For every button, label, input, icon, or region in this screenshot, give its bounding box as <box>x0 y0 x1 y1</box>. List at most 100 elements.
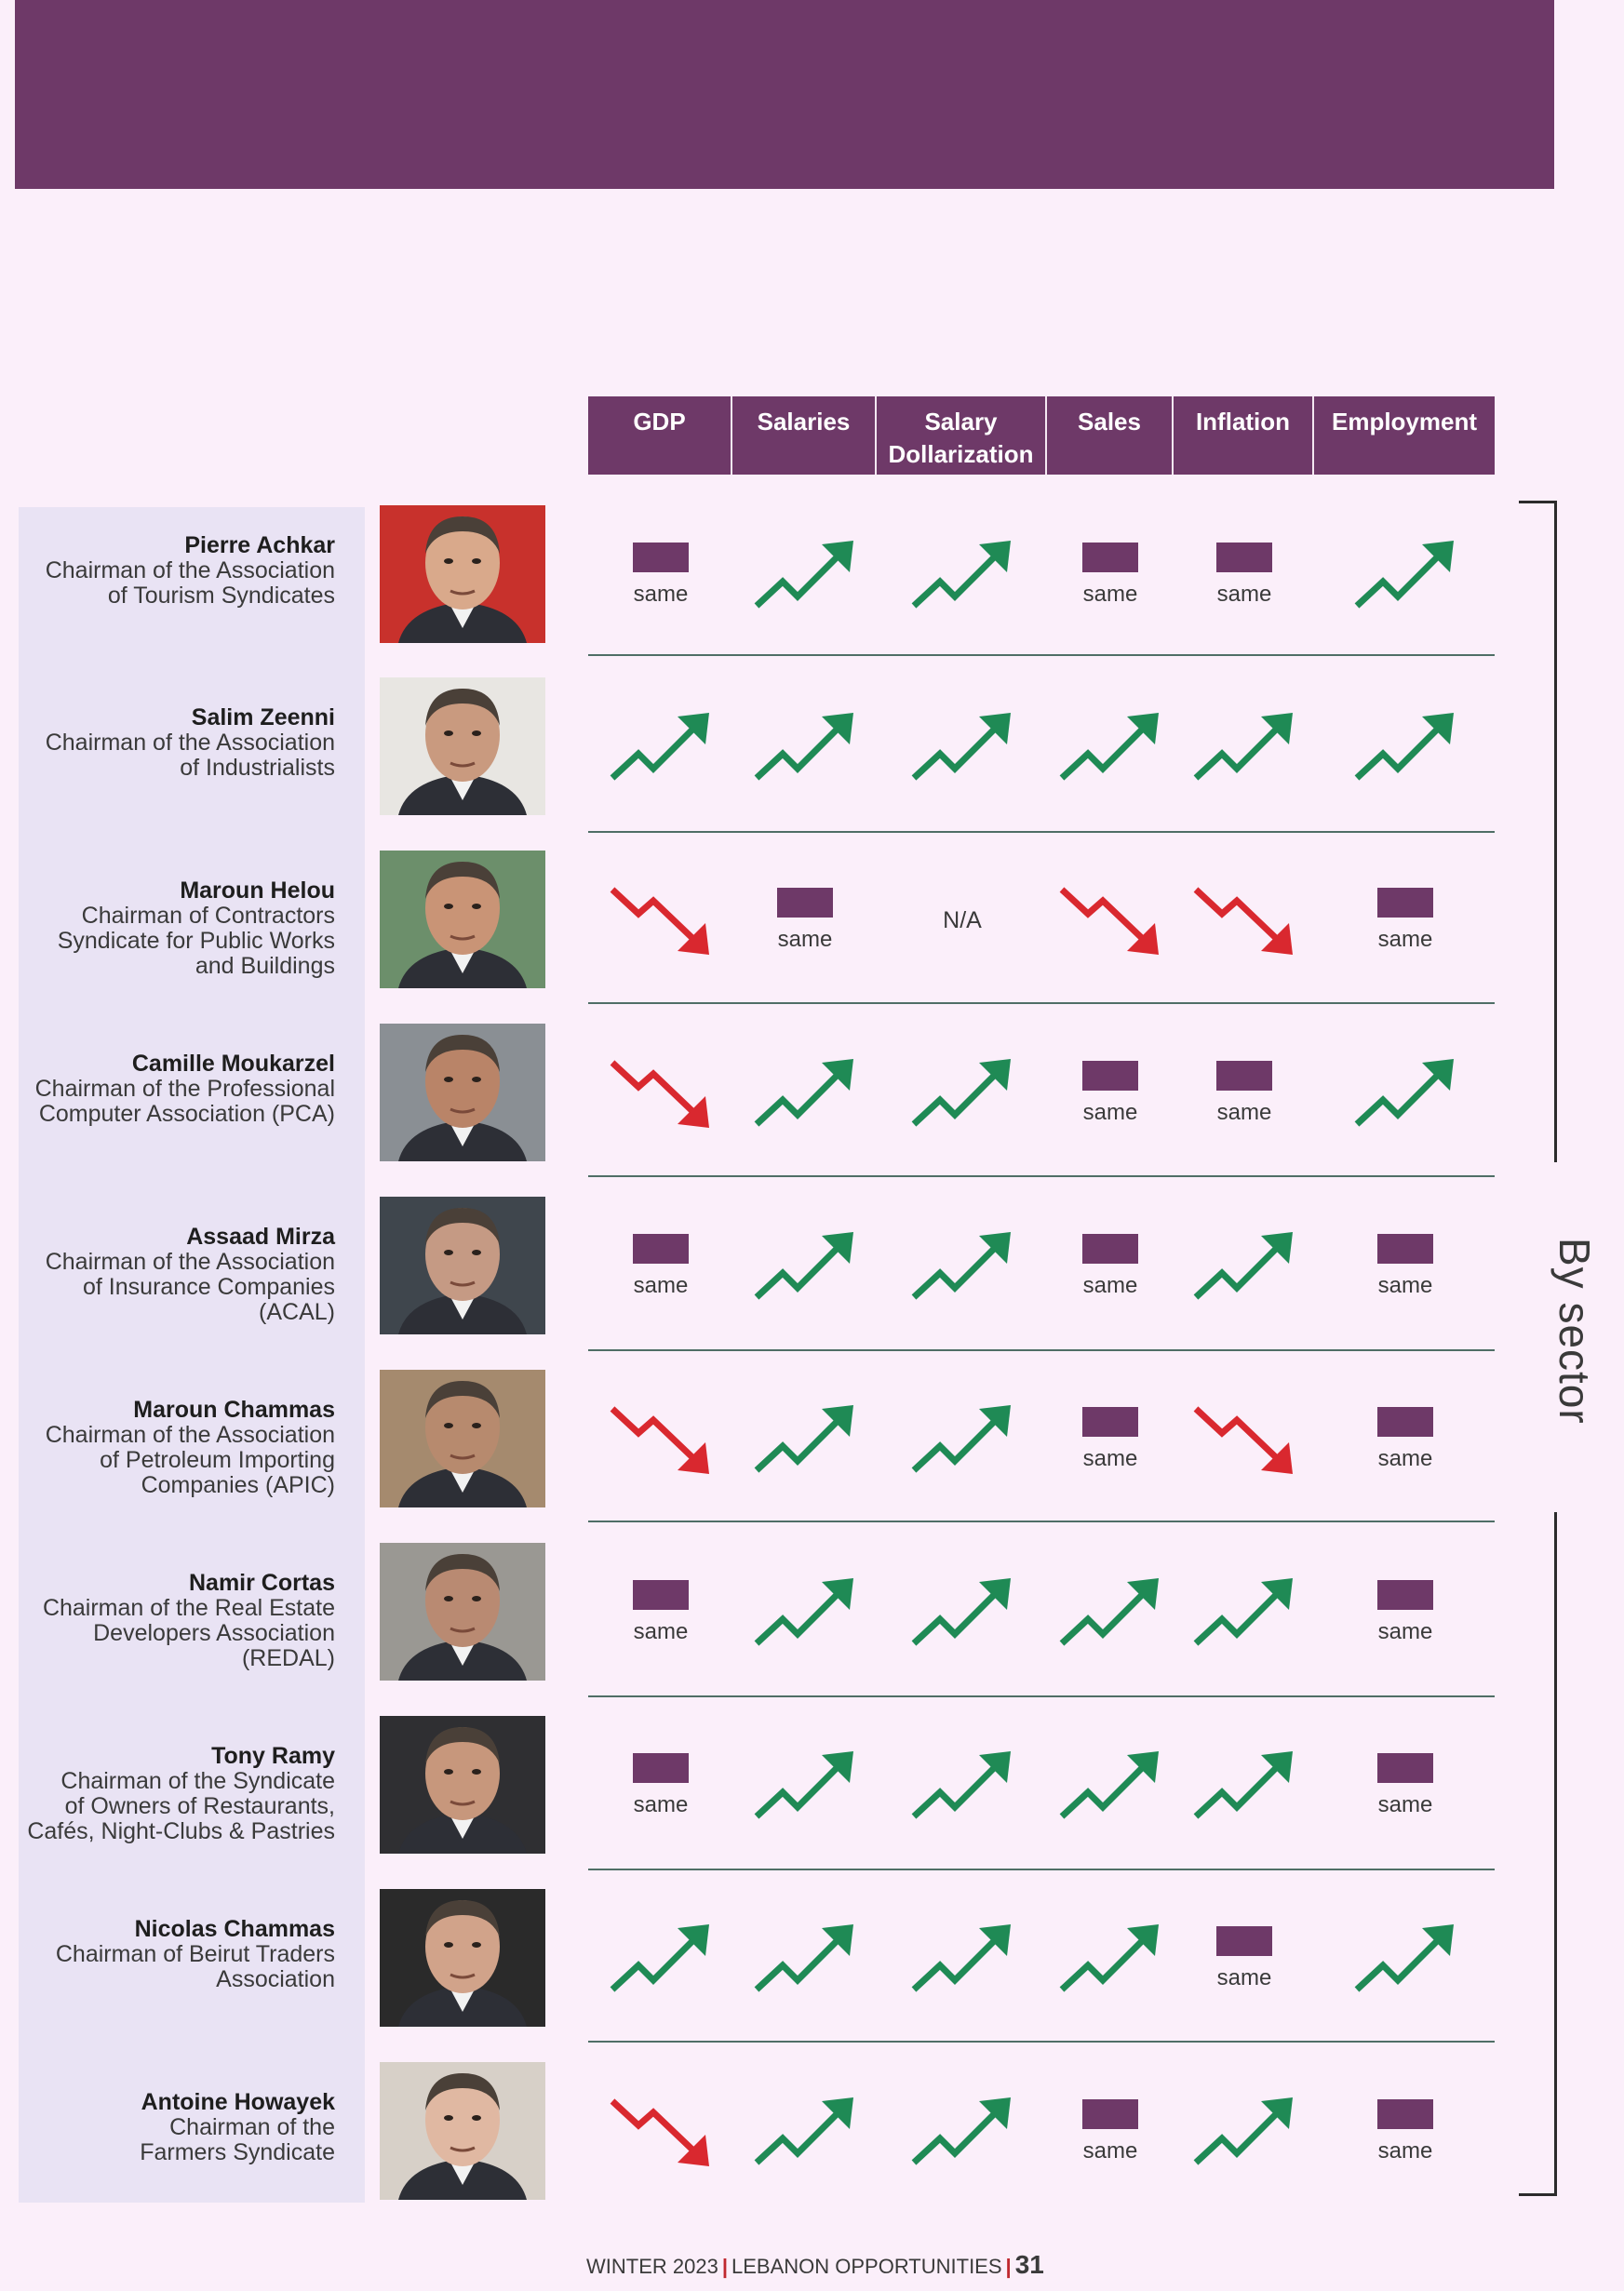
trend-up-icon <box>754 2097 853 2165</box>
not-applicable-label: N/A <box>943 906 982 933</box>
trend-up-icon <box>610 1924 709 1992</box>
portrait-photo <box>380 1370 545 1507</box>
indicator-cell <box>897 1716 1027 1856</box>
indicator-cell <box>1340 1024 1470 1163</box>
trend-up-icon <box>911 713 1011 781</box>
person-info: Camille Moukarzel Chairman of the Profess… <box>0 1052 335 1127</box>
unchanged-marker <box>1377 2099 1433 2129</box>
row-divider <box>588 831 1495 833</box>
trend-up-icon <box>754 713 853 781</box>
portrait-photo <box>380 1716 545 1854</box>
row-divider <box>588 1175 1495 1177</box>
indicator-cell <box>897 1370 1027 1509</box>
person-title-line: Computer Association (PCA) <box>38 1101 335 1127</box>
indicator-cell <box>897 677 1027 817</box>
unchanged-marker <box>1082 1234 1138 1264</box>
person-name: Namir Cortas <box>189 1570 335 1596</box>
same-label: same <box>1377 927 1433 952</box>
column-header-salary-dollarization: Salary Dollarization <box>877 396 1047 475</box>
trend-down-icon <box>610 1060 709 1128</box>
person-title-line: of Tourism Syndicates <box>107 583 335 609</box>
indicator-cell: same <box>1179 1024 1309 1163</box>
trend-up-icon <box>1059 1578 1159 1646</box>
same-label: same <box>633 1619 689 1644</box>
same-label: same <box>633 582 689 607</box>
column-header-sales: Sales <box>1047 396 1174 475</box>
indicator-cell <box>596 851 726 990</box>
person-name: Camille Moukarzel <box>131 1051 335 1077</box>
indicator-cell <box>740 1543 870 1682</box>
trend-up-icon <box>1354 1924 1454 1992</box>
unchanged-marker <box>1216 1061 1272 1091</box>
bracket-top <box>1519 501 1557 1162</box>
person-title-line: Chairman of the Professional <box>34 1076 335 1102</box>
column-header-salaries: Salaries <box>732 396 877 475</box>
unchanged-marker <box>1082 543 1138 572</box>
person-info: Tony Ramy Chairman of the Syndicate of Own… <box>0 1744 335 1844</box>
same-label: same <box>633 1273 689 1298</box>
indicator-cell: same <box>1340 2062 1470 2202</box>
person-title-line: Chairman of the Association <box>45 1249 335 1275</box>
trend-up-icon <box>1193 1232 1293 1300</box>
indicator-cell <box>740 1370 870 1509</box>
portrait-image <box>380 851 545 988</box>
indicator-cell <box>596 1370 726 1509</box>
trend-up-icon <box>1354 541 1454 609</box>
same-label: same <box>1216 1100 1272 1125</box>
person-title-line: Chairman of the Association <box>45 557 335 583</box>
trend-up-icon <box>911 1751 1011 1819</box>
portrait-image <box>380 1889 545 2027</box>
person-title-line: Cafés, Night-Clubs & Pastries <box>27 1818 335 1844</box>
indicator-cell <box>897 1197 1027 1336</box>
person-title-line: Chairman of the Real Estate <box>42 1595 335 1621</box>
indicator-cell: same <box>1045 1024 1175 1163</box>
trend-up-icon <box>911 1232 1011 1300</box>
portrait-photo <box>380 851 545 988</box>
trend-up-icon <box>1193 713 1293 781</box>
row-divider <box>588 1695 1495 1697</box>
indicator-cell: same <box>740 851 870 990</box>
trend-down-icon <box>1059 887 1159 955</box>
indicator-cell <box>1045 1716 1175 1856</box>
sector-row: Salim Zeenni Chairman of the Association o… <box>0 677 1624 850</box>
indicator-cell <box>897 1889 1027 2029</box>
indicator-cell <box>1179 2062 1309 2202</box>
indicator-cell: same <box>596 1197 726 1336</box>
indicator-cell: same <box>1340 1716 1470 1856</box>
same-label: same <box>1377 2138 1433 2164</box>
trend-down-icon <box>1193 1406 1293 1474</box>
indicator-cell <box>740 1889 870 2029</box>
footer-issue: WINTER 2023 <box>586 2255 718 2278</box>
indicator-cell <box>596 677 726 817</box>
trend-up-icon <box>754 1578 853 1646</box>
trend-up-icon <box>1059 1924 1159 1992</box>
unchanged-marker <box>1082 2099 1138 2129</box>
page-footer: WINTER 2023 | LEBANON OPPORTUNITIES | 31 <box>586 2250 1044 2280</box>
same-label: same <box>1377 1446 1433 1471</box>
unchanged-marker <box>1216 1926 1272 1956</box>
trend-up-icon <box>911 1405 1011 1473</box>
header-banner <box>15 0 1554 189</box>
indicator-cell <box>1045 1889 1175 2029</box>
same-label: same <box>1216 582 1272 607</box>
unchanged-marker <box>1377 1407 1433 1437</box>
indicator-cell <box>740 1716 870 1856</box>
person-info: Assaad Mirza Chairman of the Association o… <box>0 1225 335 1325</box>
column-header-employment: Employment <box>1331 408 1478 435</box>
person-title-line: of Industrialists <box>180 755 335 781</box>
row-divider <box>588 1349 1495 1351</box>
unchanged-marker <box>1377 1234 1433 1264</box>
person-info: Antoine Howayek Chairman of the Farmers Sy… <box>0 2090 335 2165</box>
person-title-line: Chairman of the Association <box>45 1422 335 1448</box>
person-title-line: Chairman of the Association <box>45 730 335 756</box>
portrait-photo <box>380 677 545 815</box>
same-label: same <box>1082 1273 1138 1298</box>
indicator-cell: same <box>1045 2062 1175 2202</box>
trend-up-icon <box>911 1578 1011 1646</box>
trend-up-icon <box>1354 1059 1454 1127</box>
indicator-cell <box>1179 677 1309 817</box>
indicator-cell <box>1045 851 1175 990</box>
trend-down-icon <box>610 1406 709 1474</box>
portrait-photo <box>380 505 545 643</box>
same-label: same <box>1216 1965 1272 1990</box>
